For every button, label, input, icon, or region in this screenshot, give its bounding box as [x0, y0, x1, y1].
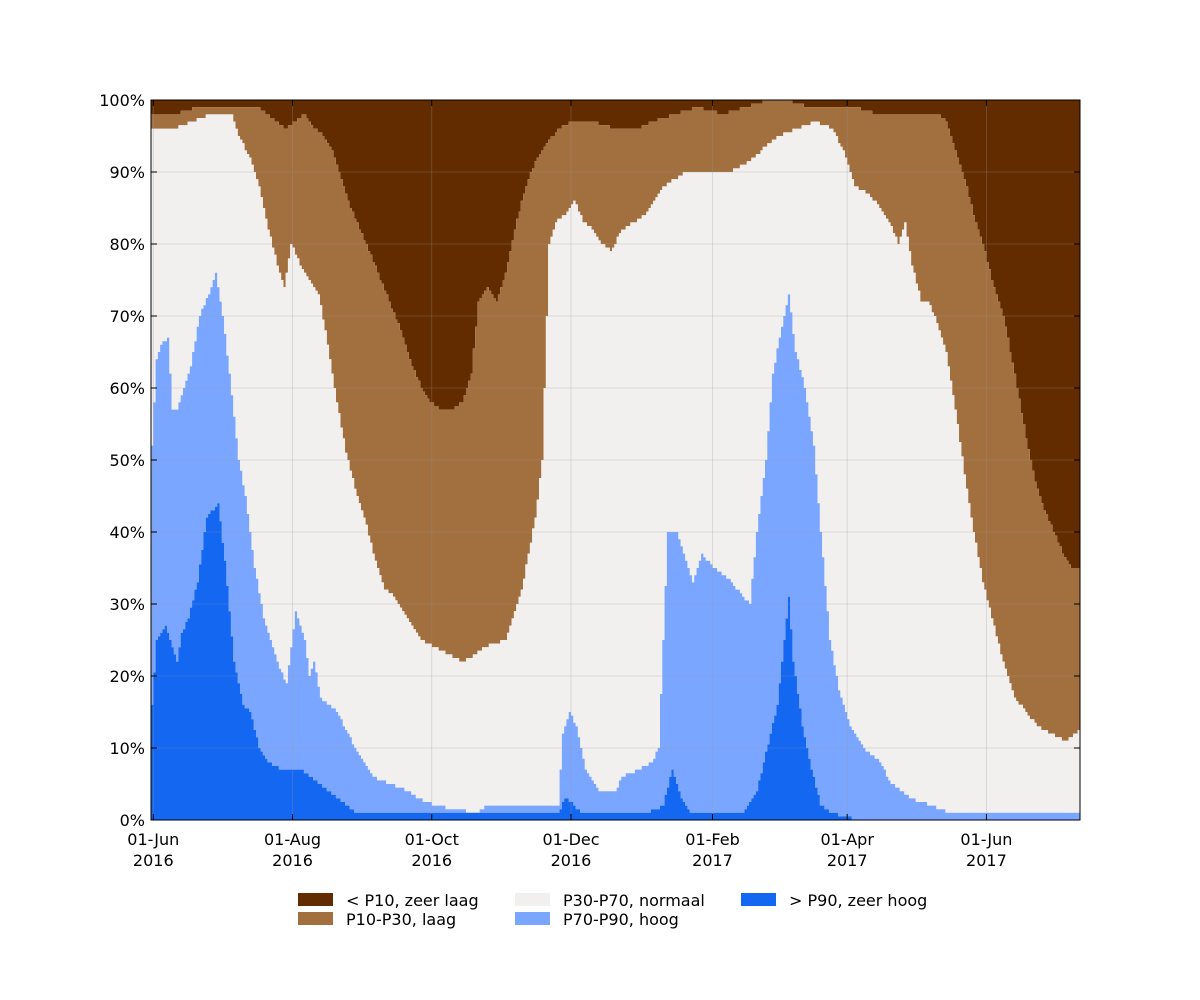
x-tick-label-month-0: 01-Jun [127, 830, 179, 849]
legend-swatch-0-1 [298, 912, 333, 925]
y-tick-label-5: 50% [109, 451, 145, 470]
legend-label-0-1: P10-P30, laag [346, 910, 456, 929]
x-tick-label-year-5: 2017 [827, 851, 868, 870]
x-tick-label-month-4: 01-Feb [685, 830, 739, 849]
area-series-0 [151, 100, 1080, 568]
x-tick-label-month-1: 01-Aug [264, 830, 321, 849]
y-tick-label-2: 20% [109, 667, 145, 686]
area-series-1 [151, 100, 1080, 741]
legend-label-1-0: P30-P70, normaal [563, 891, 705, 910]
legend-label-2-0: > P90, zeer hoog [789, 891, 927, 910]
y-tick-label-8: 80% [109, 235, 145, 254]
y-tick-label-7: 70% [109, 307, 145, 326]
x-tick-label-year-2: 2016 [411, 851, 452, 870]
legend-swatch-0-0 [298, 893, 333, 906]
y-tick-label-3: 30% [109, 595, 145, 614]
x-tick-label-month-5: 01-Apr [820, 830, 874, 849]
y-tick-label-6: 60% [109, 379, 145, 398]
y-tick-label-0: 0% [120, 811, 145, 830]
legend-label-1-1: P70-P90, hoog [563, 910, 679, 929]
y-tick-label-1: 10% [109, 739, 145, 758]
x-tick-label-month-2: 01-Oct [405, 830, 459, 849]
x-tick-label-year-0: 2016 [133, 851, 174, 870]
area-series-4 [151, 503, 1080, 820]
x-tick-label-year-3: 2016 [551, 851, 592, 870]
legend-swatch-2-0 [741, 893, 776, 906]
x-tick-label-year-4: 2017 [692, 851, 733, 870]
y-tick-label-9: 90% [109, 163, 145, 182]
legend-swatch-1-0 [515, 893, 550, 906]
y-tick-label-10: 100% [99, 91, 145, 110]
legend-label-0-0: < P10, zeer laag [346, 891, 479, 910]
x-tick-label-year-6: 2017 [966, 851, 1007, 870]
x-tick-label-month-6: 01-Jun [960, 830, 1012, 849]
x-tick-label-year-1: 2016 [272, 851, 313, 870]
area-series-2 [151, 114, 1080, 813]
legend-swatch-1-1 [515, 912, 550, 925]
y-tick-label-4: 40% [109, 523, 145, 542]
x-tick-label-month-3: 01-Dec [542, 830, 599, 849]
